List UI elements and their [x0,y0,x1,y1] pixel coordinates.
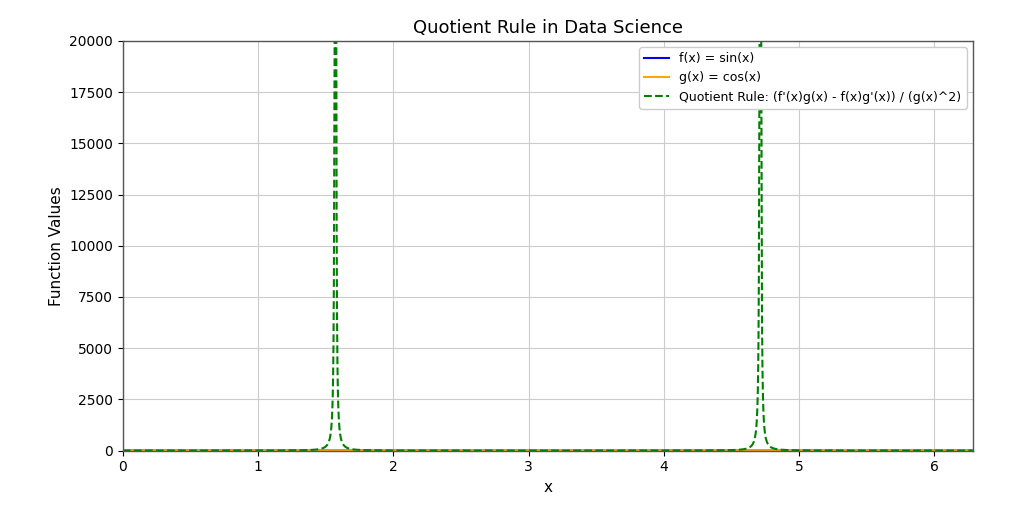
X-axis label: x: x [544,480,552,495]
Quotient Rule: (f'(x)g(x) - f(x)g'(x)) / (g(x)^2): (0.0283, 1): (f'(x)g(x) - f(x)g'(x)) / (g(x)^2): (0.0… [121,447,133,454]
g(x) = cos(x) [532,447,545,454]
f(x) = sin(x) [117,447,129,454]
f(x) = sin(x) [121,447,133,454]
g(x) = cos(x) [117,447,129,454]
Line: Quotient Rule: (f'(x)g(x) - f(x)g'(x)) / (g(x)^2): Quotient Rule: (f'(x)g(x) - f(x)g'(x)) /… [123,41,973,451]
g(x) = cos(x) [152,447,164,454]
f(x) = sin(x) [284,447,296,454]
Quotient Rule: (f'(x)g(x) - f(x)g'(x)) / (g(x)^2): (0.376, 1.16): (f'(x)g(x) - f(x)g'(x)) / (g(x)^2): (0.3… [168,447,180,454]
Quotient Rule: (f'(x)g(x) - f(x)g'(x)) / (g(x)^2): (1.56, 2e+04): (f'(x)g(x) - f(x)g'(x)) / (g(x)^2): (1.5… [329,38,341,44]
Quotient Rule: (f'(x)g(x) - f(x)g'(x)) / (g(x)^2): (0.26, 1.07): (f'(x)g(x) - f(x)g'(x)) / (g(x)^2): (0.2… [152,447,164,454]
Quotient Rule: (f'(x)g(x) - f(x)g'(x)) / (g(x)^2): (0, 1): (f'(x)g(x) - f(x)g'(x)) / (g(x)^2): (0, … [117,447,129,454]
g(x) = cos(x) [922,447,934,454]
f(x) = sin(x) [922,447,934,454]
Quotient Rule: (f'(x)g(x) - f(x)g'(x)) / (g(x)^2): (6.28, 1): (f'(x)g(x) - f(x)g'(x)) / (g(x)^2): (6.2… [967,447,979,454]
f(x) = sin(x) [754,447,766,454]
f(x) = sin(x) [532,447,545,454]
g(x) = cos(x) [542,447,554,454]
Quotient Rule: (f'(x)g(x) - f(x)g'(x)) / (g(x)^2): (1.23, 9.03): (f'(x)g(x) - f(x)g'(x)) / (g(x)^2): (1.2… [284,447,296,454]
Y-axis label: Function Values: Function Values [49,186,63,306]
Title: Quotient Rule in Data Science: Quotient Rule in Data Science [413,18,683,37]
Legend: f(x) = sin(x), g(x) = cos(x), Quotient Rule: (f'(x)g(x) - f(x)g'(x)) / (g(x)^2): f(x) = sin(x), g(x) = cos(x), Quotient R… [639,47,967,109]
g(x) = cos(x) [967,447,979,454]
g(x) = cos(x) [168,447,180,454]
Quotient Rule: (f'(x)g(x) - f(x)g'(x)) / (g(x)^2): (5.95, 1.12): (f'(x)g(x) - f(x)g'(x)) / (g(x)^2): (5.9… [922,447,934,454]
f(x) = sin(x) [967,447,979,454]
f(x) = sin(x) [168,447,180,454]
f(x) = sin(x) [152,447,164,454]
g(x) = cos(x) [121,447,133,454]
f(x) = sin(x) [330,447,342,454]
Quotient Rule: (f'(x)g(x) - f(x)g'(x)) / (g(x)^2): (3.07, 1): (f'(x)g(x) - f(x)g'(x)) / (g(x)^2): (3.0… [532,447,545,454]
g(x) = cos(x) [284,447,296,454]
